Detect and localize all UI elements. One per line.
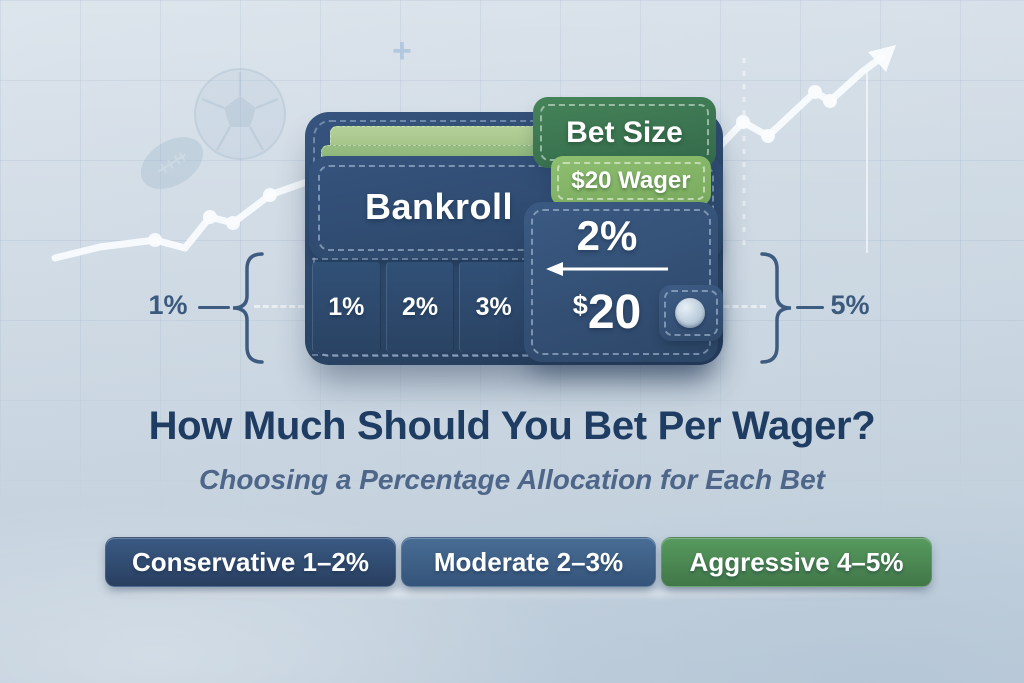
wallet-pocket-2: 2% — [385, 262, 455, 352]
left-connector-line — [198, 306, 230, 309]
legend-reflection — [112, 589, 924, 598]
pocket-percent-label: 1% — [328, 292, 365, 321]
right-brace-icon — [760, 252, 792, 364]
range-min-label: 1% — [148, 290, 188, 320]
right-dashed-guide — [714, 305, 766, 308]
wager-tag: $20 Wager — [551, 156, 711, 206]
pocket-percent-label: 2% — [401, 292, 439, 321]
bet-size-label: Bet Size — [566, 115, 683, 149]
clasp-button-icon — [675, 298, 705, 328]
wallet-pockets: 1% 2% 3% — [312, 258, 529, 356]
legend-aggressive-button[interactable]: Aggressive 4–5% — [661, 537, 932, 587]
page-title: How Much Should You Bet Per Wager? — [148, 404, 876, 448]
dollar-sign: $ — [572, 290, 588, 320]
conversion-arrow-icon — [546, 262, 668, 276]
wallet-pocket-3: 3% — [459, 262, 529, 352]
plus-icon: + — [392, 32, 412, 70]
bet-percent-label: 2% — [576, 212, 638, 259]
left-dashed-guide — [254, 305, 304, 308]
page-subtitle: Choosing a Percentage Allocation for Eac… — [199, 464, 825, 495]
bankroll-label: Bankroll — [364, 186, 514, 227]
wager-label: $20 Wager — [571, 167, 691, 194]
bet-amount-label: $20 — [573, 280, 641, 338]
left-brace-icon — [232, 252, 264, 364]
soccer-ball-icon — [194, 68, 286, 160]
pocket-percent-label: 3% — [475, 292, 512, 321]
amount-value: 20 — [587, 286, 642, 339]
wallet-clasp — [659, 285, 723, 341]
right-connector-line — [796, 306, 824, 309]
wallet-pocket-1: 1% — [312, 262, 381, 352]
range-max-label: 5% — [830, 290, 870, 320]
legend-moderate-button[interactable]: Moderate 2–3% — [401, 537, 656, 587]
legend-conservative-button[interactable]: Conservative 1–2% — [105, 537, 396, 587]
